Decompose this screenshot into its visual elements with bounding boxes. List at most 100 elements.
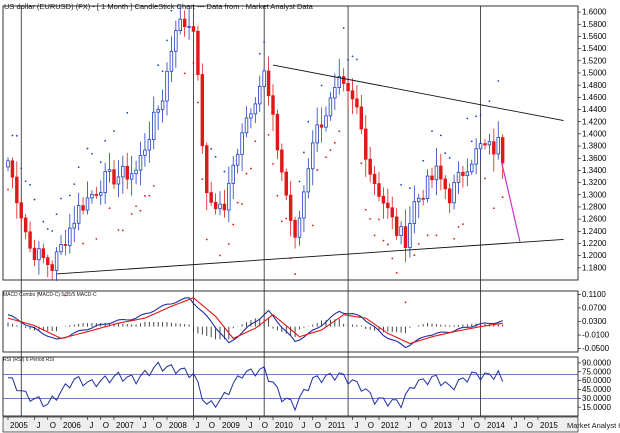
down-candle (196, 30, 200, 75)
price-tick-label: 1.2200 (582, 239, 607, 248)
sar-dot (333, 141, 336, 144)
sar-dot (55, 213, 58, 216)
sar-dot (205, 238, 208, 241)
up-candle (297, 217, 302, 238)
sar-dot (360, 162, 363, 165)
sar-dot (68, 194, 71, 197)
down-candle (350, 90, 355, 100)
up-candle (311, 142, 315, 170)
sar-dot (46, 228, 49, 230)
price-tick-label: 1.2400 (582, 227, 607, 236)
up-candle (425, 175, 430, 200)
up-candle (417, 197, 421, 203)
down-candle (346, 83, 350, 92)
up-candle (328, 97, 333, 117)
price-tick-label: 1.3800 (582, 142, 607, 151)
sar-dot (364, 208, 367, 211)
rsi-tick-label: 45.0000 (582, 385, 611, 394)
down-candle (288, 194, 293, 221)
sar-dot (91, 152, 93, 155)
sar-dot (413, 254, 416, 257)
sar-dot (15, 134, 18, 137)
sar-dot (417, 242, 420, 245)
rsi-line (7, 361, 504, 412)
up-candle (496, 137, 500, 155)
sar-dot (95, 237, 98, 240)
sar-dot (157, 64, 160, 67)
sar-dot (298, 180, 301, 183)
sar-dot (86, 147, 89, 150)
up-candle (302, 191, 306, 219)
sar-dot (135, 205, 137, 208)
down-candle (381, 195, 386, 204)
up-candle (85, 197, 90, 211)
sar-dot (470, 140, 473, 143)
sar-dot (492, 207, 495, 210)
x-tick-label: 2015 (540, 421, 558, 430)
sar-dot (351, 55, 354, 58)
x-tick-label: O (421, 421, 427, 430)
up-candle (399, 226, 403, 236)
up-candle (59, 244, 63, 253)
price-tick-label: 1.5400 (582, 44, 607, 53)
sar-dot (325, 156, 327, 159)
sar-dot (126, 111, 129, 114)
down-candle (355, 98, 359, 108)
up-candle (165, 70, 169, 102)
sar-dot (183, 72, 186, 75)
sar-dot (422, 159, 425, 162)
x-tick-label: O (50, 421, 56, 430)
down-candle (213, 201, 218, 210)
sar-dot (369, 217, 372, 220)
rsi-tick-label: 15.0000 (582, 403, 611, 412)
sar-dot (439, 134, 442, 137)
sar-dot (462, 223, 464, 226)
rsi-tick-label: 60.0000 (582, 376, 611, 385)
sar-dot (404, 301, 407, 304)
sar-dot (475, 115, 478, 118)
trendline-lower (56, 238, 564, 275)
footer-brand: Market Analyst 6 (567, 421, 620, 430)
x-tick-label: J (408, 421, 412, 430)
down-candle (222, 203, 227, 211)
down-candle (41, 248, 46, 259)
x-tick-label: 2011 (328, 421, 346, 430)
down-candle (386, 202, 390, 209)
up-candle (227, 182, 231, 211)
sar-dot (342, 27, 345, 29)
sar-dot (64, 294, 67, 297)
price-tick-label: 1.4000 (582, 129, 607, 138)
up-candle (434, 165, 439, 181)
down-candle (200, 74, 205, 147)
up-candle (249, 113, 253, 119)
chart-title: US dollar (EURUSD) (FX) - [ 1 Month ] Ca… (4, 2, 314, 11)
sar-dot (223, 170, 226, 173)
sar-dot (51, 230, 54, 232)
down-candle (182, 18, 187, 28)
down-candle (293, 220, 297, 238)
up-candle (103, 171, 107, 194)
macd-tick-label: -0.0500 (582, 344, 610, 353)
down-candle (447, 188, 452, 204)
price-tick-label: 1.3400 (582, 166, 607, 175)
sar-dot (386, 243, 389, 246)
down-candle (112, 169, 116, 185)
down-candle (191, 26, 196, 32)
up-candle (240, 132, 244, 155)
axes: 1.6000 1.5800 1.5600 1.5400 1.5200 1.5000 1.48… (7, 8, 611, 430)
sar-dot (108, 207, 111, 210)
up-candle (452, 181, 456, 204)
down-candle (280, 149, 284, 173)
down-candle (19, 202, 23, 219)
up-candle (258, 86, 262, 105)
down-candle (439, 165, 443, 180)
up-candle (37, 248, 41, 261)
sar-dot (192, 62, 195, 64)
down-candle (205, 145, 209, 194)
down-candle (284, 171, 288, 196)
down-candle (500, 137, 505, 164)
up-candle (72, 222, 76, 229)
macd-tick-label: 0.0700 (582, 304, 607, 313)
up-candle (107, 169, 112, 172)
sar-dot (426, 234, 429, 237)
